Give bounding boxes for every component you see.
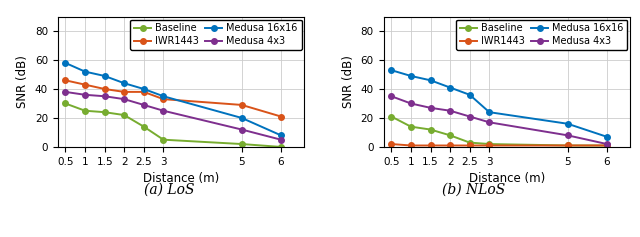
Medusa 4x3: [61, 91, 69, 93]
Baseline: [140, 125, 148, 128]
IWR1443: [564, 144, 572, 147]
Text: (a) LoS: (a) LoS: [145, 182, 195, 197]
Medusa 16x16: [486, 111, 493, 114]
Legend: Baseline, IWR1443, Medusa 16x16, Medusa 4x3: Baseline, IWR1443, Medusa 16x16, Medusa …: [130, 19, 301, 50]
Medusa 16x16: [81, 70, 89, 73]
Baseline: [427, 128, 435, 131]
Baseline: [446, 134, 454, 137]
Baseline: [100, 111, 108, 114]
Line: IWR1443: IWR1443: [63, 77, 284, 119]
Baseline: [387, 115, 395, 118]
Medusa 4x3: [100, 95, 108, 98]
IWR1443: [486, 144, 493, 147]
Medusa 16x16: [159, 95, 167, 98]
IWR1443: [466, 144, 474, 147]
X-axis label: Distance (m): Distance (m): [143, 172, 219, 185]
Baseline: [564, 144, 572, 147]
Medusa 16x16: [564, 122, 572, 125]
Line: Medusa 4x3: Medusa 4x3: [388, 93, 610, 147]
Medusa 4x3: [238, 128, 246, 131]
IWR1443: [277, 115, 285, 118]
Medusa 4x3: [446, 109, 454, 112]
Medusa 4x3: [140, 104, 148, 106]
IWR1443: [446, 144, 454, 147]
Medusa 4x3: [603, 143, 611, 146]
Medusa 4x3: [466, 115, 474, 118]
Medusa 16x16: [387, 69, 395, 72]
Medusa 4x3: [407, 102, 415, 105]
Baseline: [277, 146, 285, 148]
Medusa 16x16: [277, 134, 285, 137]
Y-axis label: SNR (dB): SNR (dB): [342, 55, 355, 108]
Baseline: [61, 102, 69, 105]
Medusa 16x16: [238, 117, 246, 119]
Medusa 4x3: [81, 93, 89, 96]
IWR1443: [427, 144, 435, 147]
Medusa 16x16: [100, 75, 108, 77]
IWR1443: [603, 144, 611, 147]
Line: IWR1443: IWR1443: [388, 141, 610, 148]
Medusa 16x16: [603, 135, 611, 138]
Medusa 4x3: [159, 109, 167, 112]
IWR1443: [159, 98, 167, 100]
Medusa 16x16: [446, 86, 454, 89]
Medusa 4x3: [277, 138, 285, 141]
IWR1443: [238, 104, 246, 106]
IWR1443: [120, 91, 128, 93]
IWR1443: [407, 144, 415, 147]
Baseline: [466, 141, 474, 144]
IWR1443: [81, 83, 89, 86]
Text: (b) NLoS: (b) NLoS: [442, 182, 505, 197]
Medusa 16x16: [466, 93, 474, 96]
IWR1443: [61, 79, 69, 82]
IWR1443: [100, 88, 108, 91]
IWR1443: [140, 91, 148, 93]
Medusa 4x3: [486, 121, 493, 124]
Baseline: [238, 143, 246, 146]
Baseline: [81, 109, 89, 112]
Medusa 4x3: [427, 106, 435, 109]
X-axis label: Distance (m): Distance (m): [469, 172, 545, 185]
Line: Baseline: Baseline: [63, 101, 284, 150]
Medusa 16x16: [120, 82, 128, 85]
Baseline: [407, 125, 415, 128]
Line: Medusa 16x16: Medusa 16x16: [63, 60, 284, 138]
Medusa 16x16: [407, 75, 415, 77]
Medusa 16x16: [61, 62, 69, 64]
Baseline: [486, 143, 493, 146]
Y-axis label: SNR (dB): SNR (dB): [16, 55, 29, 108]
Line: Medusa 4x3: Medusa 4x3: [63, 89, 284, 142]
Medusa 4x3: [387, 95, 395, 98]
Medusa 16x16: [140, 88, 148, 91]
Medusa 16x16: [427, 79, 435, 82]
Legend: Baseline, IWR1443, Medusa 16x16, Medusa 4x3: Baseline, IWR1443, Medusa 16x16, Medusa …: [456, 19, 627, 50]
Baseline: [120, 114, 128, 117]
IWR1443: [387, 143, 395, 146]
Line: Medusa 16x16: Medusa 16x16: [388, 67, 610, 140]
Medusa 4x3: [564, 134, 572, 137]
Medusa 4x3: [120, 98, 128, 100]
Baseline: [603, 144, 611, 147]
Baseline: [159, 138, 167, 141]
Line: Baseline: Baseline: [388, 114, 610, 148]
